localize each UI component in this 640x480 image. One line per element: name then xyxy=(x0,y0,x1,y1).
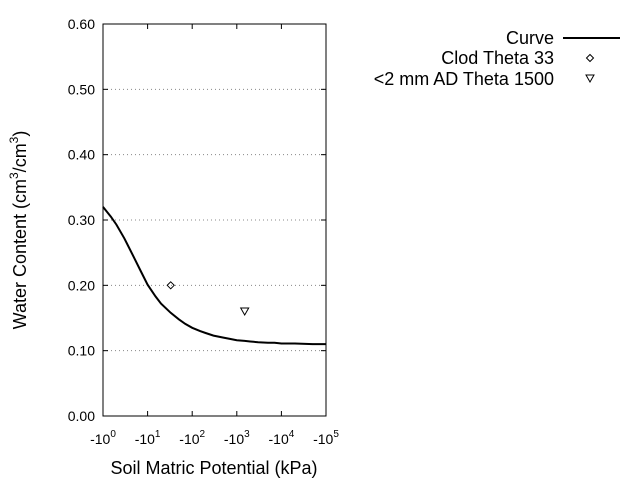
y-axis-title: Water Content (cm3/cm3) xyxy=(7,131,30,330)
x-tick-label-exp: 1 xyxy=(155,429,161,440)
x-tick-label-exp: 2 xyxy=(200,429,206,440)
x-tick-label: -100 xyxy=(90,429,116,447)
y-axis-title-end: ) xyxy=(10,131,30,137)
legend: Curve Clod Theta 33 <2 mm AD Theta 1500 xyxy=(374,28,620,89)
x-tick-label-exp: 0 xyxy=(110,429,116,440)
y-axis-title-sup1: 3 xyxy=(7,172,21,179)
x-tick-label: -101 xyxy=(135,429,161,447)
y-axis-title-main: Water Content (cm xyxy=(10,179,30,329)
x-tick-label-exp: 5 xyxy=(333,429,339,440)
legend-marker-triangle-down xyxy=(585,74,595,84)
x-tick-label-base: -10 xyxy=(269,431,289,447)
y-tick-label: 0.50 xyxy=(68,81,95,97)
y-tick-label: 0.40 xyxy=(68,147,95,163)
data-point-triangle-down xyxy=(239,307,250,317)
x-tick-label: -104 xyxy=(269,429,295,447)
y-tick-label: 0.00 xyxy=(68,408,95,424)
grid-lines xyxy=(103,88,326,352)
x-tick-label: -105 xyxy=(313,429,339,447)
x-tick-label: -103 xyxy=(224,429,250,447)
x-tick-label-base: -10 xyxy=(313,431,333,447)
x-tick-label-exp: 4 xyxy=(289,429,295,440)
series-line-curve xyxy=(102,206,326,346)
data-point-diamond xyxy=(166,281,175,290)
y-axis-title-sup2: 3 xyxy=(7,136,21,143)
y-axis-title-mid: /cm xyxy=(10,143,30,172)
x-axis-title: Soil Matric Potential (kPa) xyxy=(110,458,317,478)
plot-frame xyxy=(102,23,327,417)
x-tick-label: -102 xyxy=(179,429,205,447)
x-tick-label-exp: 3 xyxy=(244,429,250,440)
y-tick-label: 0.30 xyxy=(68,212,95,228)
legend-marker-diamond xyxy=(585,53,595,63)
y-tick-label: 0.20 xyxy=(68,277,95,293)
y-tick-label: 0.10 xyxy=(68,343,95,359)
legend-label-ad-theta-1500: <2 mm AD Theta 1500 xyxy=(374,69,554,89)
legend-label-curve: Curve xyxy=(506,28,554,48)
y-tick-label: 0.60 xyxy=(68,16,95,32)
x-tick-label-base: -10 xyxy=(135,431,155,447)
data-series xyxy=(102,206,326,346)
x-tick-label-base: -10 xyxy=(224,431,244,447)
x-tick-label-base: -10 xyxy=(179,431,199,447)
legend-label-clod-theta-33: Clod Theta 33 xyxy=(441,48,554,68)
x-tick-label-base: -10 xyxy=(90,431,110,447)
x-axis-ticks: -100 -101 -102 -103 -104 -105 xyxy=(90,24,339,447)
